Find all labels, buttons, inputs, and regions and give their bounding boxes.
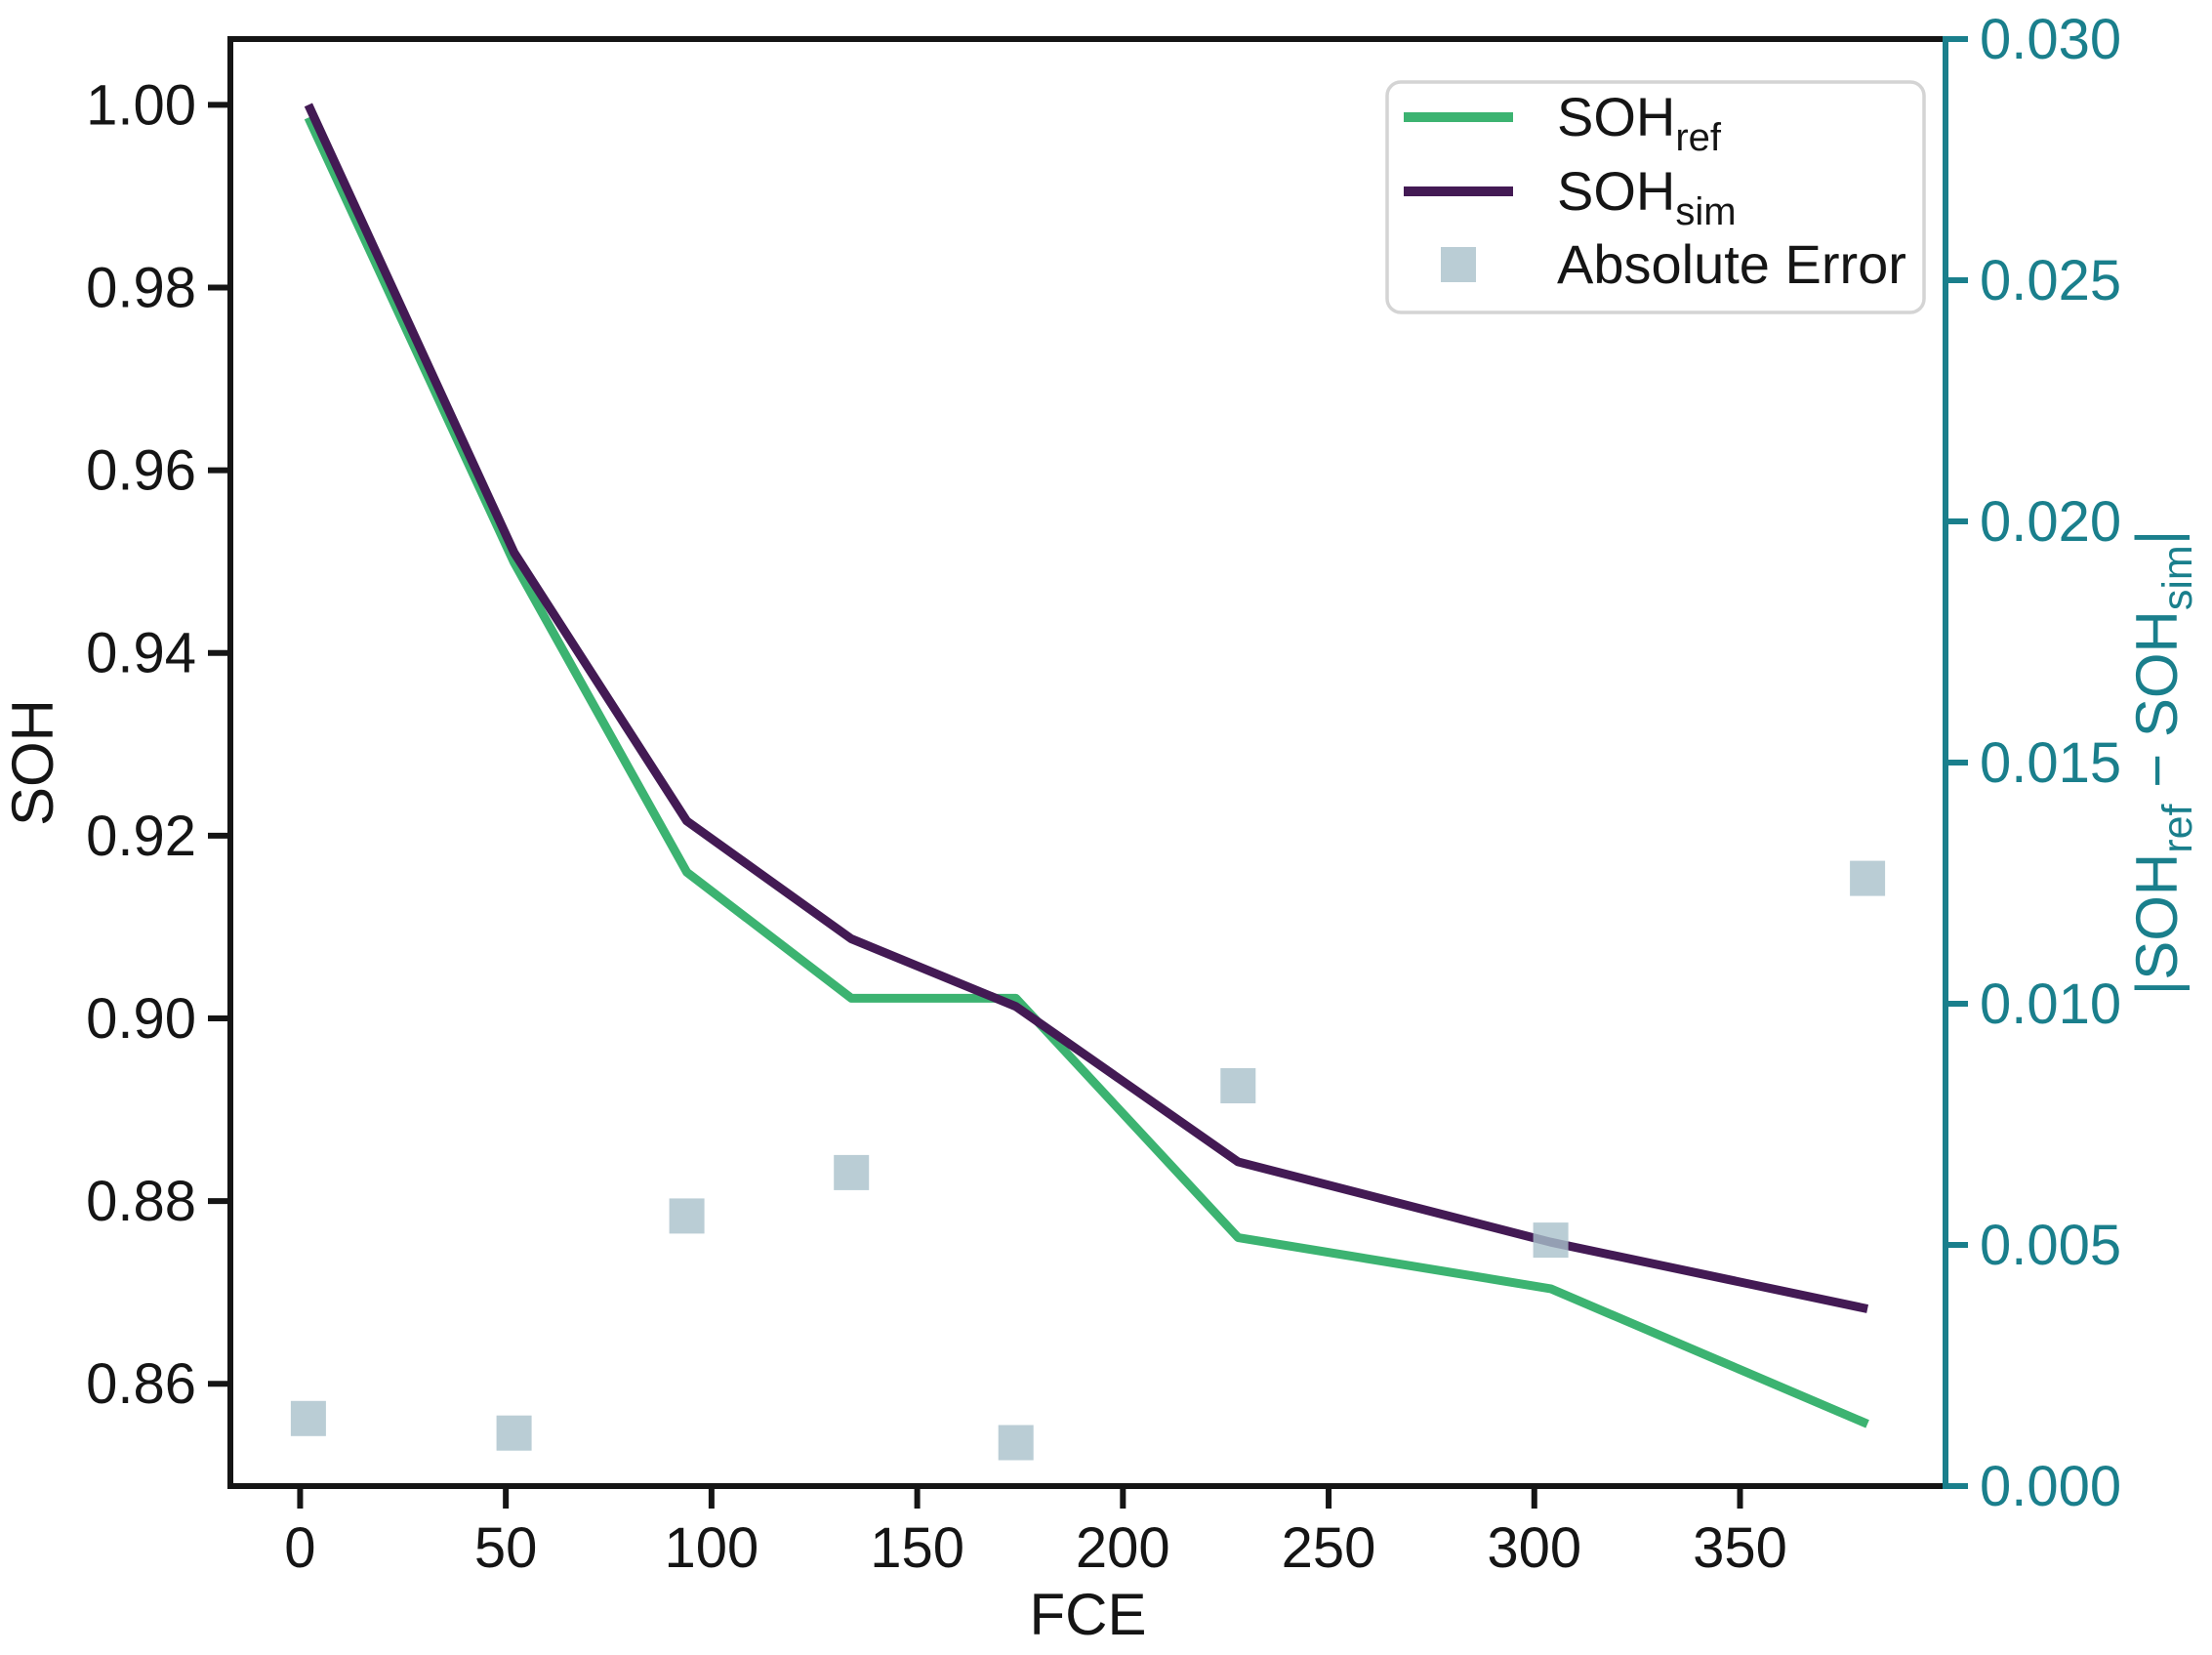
y-right-tick-label: 0.000 [1980,1455,2121,1518]
x-tick-label: 100 [664,1516,758,1580]
x-tick-label: 150 [870,1516,964,1580]
axes: 0 50 100 150 200 250 300 350 1.00 0.98 0.96 0.94 0.9… [0,8,2201,1647]
absolute-error-marker [496,1415,532,1451]
legend-label-absolute-error: Absolute Error [1557,233,1906,295]
y-left-tick-label: 0.96 [86,439,196,503]
absolute-error-marker [1850,860,1886,896]
x-tick-label: 50 [474,1516,538,1580]
y-left-tick-label: 0.92 [86,805,196,868]
absolute-error-marker [834,1154,870,1190]
absolute-error-marker [998,1425,1034,1461]
x-tick-label: 350 [1693,1516,1787,1580]
x-tick-label: 300 [1487,1516,1581,1580]
legend-label-soh-ref: SOHref [1557,86,1722,159]
y-left-tick-label: 0.98 [86,256,196,319]
y-left-tick-label: 1.00 [86,73,196,137]
x-tick-label: 200 [1076,1516,1170,1580]
soh-ref-line [304,115,1869,1428]
legend-label-soh-sim: SOHsim [1557,160,1737,233]
plot-area [290,103,1886,1461]
absolute-error-marker [290,1400,326,1436]
y-left-axis-label: SOH [0,699,65,826]
y-right-tick-label: 0.010 [1980,972,2121,1036]
y-right-tick-label: 0.015 [1980,731,2121,795]
legend-box [1385,80,1926,314]
y-left-tick-label: 0.86 [86,1352,196,1416]
y-left-tick-label: 0.88 [86,1170,196,1233]
y-right-tick-label: 0.025 [1980,249,2121,312]
y-left-tick-label: 0.90 [86,987,196,1051]
absolute-error-marker [669,1198,705,1234]
x-tick-label: 0 [284,1516,315,1580]
y-left-tick-label: 0.94 [86,622,196,685]
y-right-tick-label: 0.005 [1980,1214,2121,1277]
x-tick-label: 250 [1282,1516,1376,1580]
x-axis-label: FCE [1030,1582,1147,1647]
soh-sim-line [304,103,1869,1313]
y-right-tick-label: 0.030 [1980,8,2121,71]
absolute-error-marker [1220,1068,1256,1103]
y-right-tick-label: 0.020 [1980,490,2121,554]
absolute-error-marker [1533,1222,1569,1259]
y-right-axis-label: |SOHref − SOHsim| [2124,530,2201,996]
legend-swatch-absolute-error [1441,247,1476,282]
